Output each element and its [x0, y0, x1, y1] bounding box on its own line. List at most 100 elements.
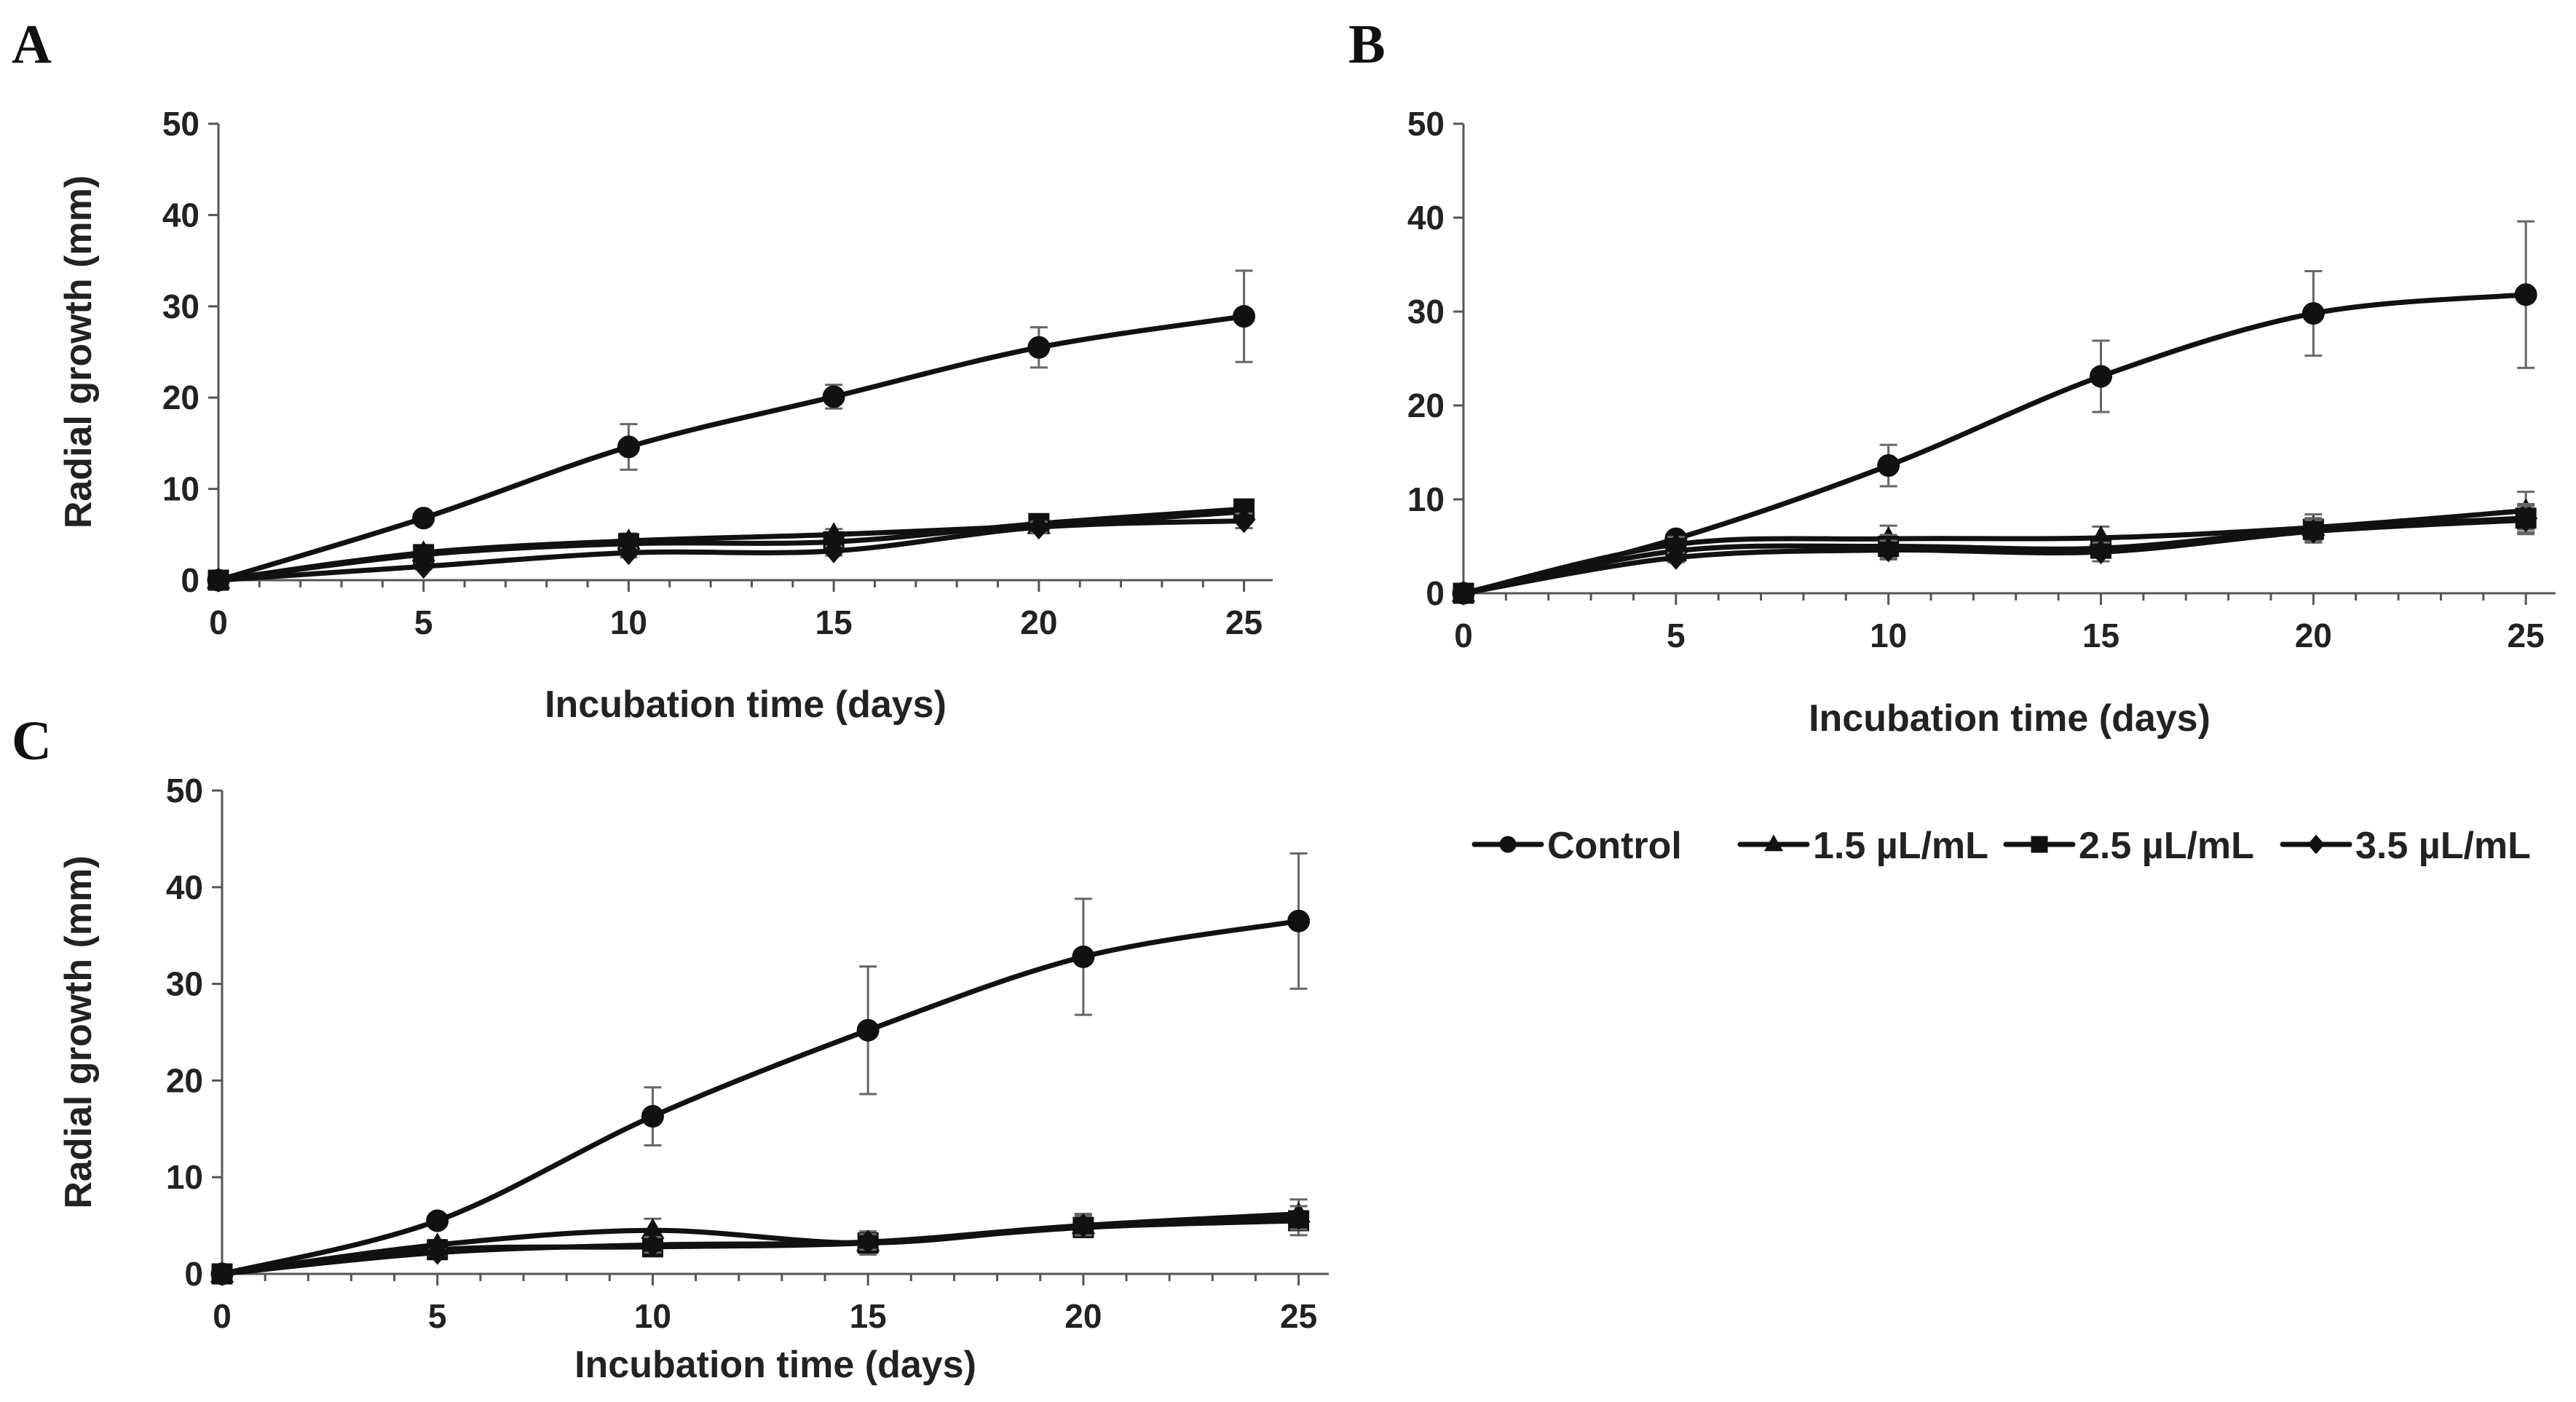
panel-c-y-tick-label: 30	[166, 965, 203, 1003]
panel-b-point-3-5-l-ml	[2302, 518, 2324, 544]
legend-label-3-5-l-ml: 3.5 µL/mL	[2355, 825, 2531, 867]
panel-a-y-tick-label: 20	[162, 379, 199, 416]
legend-marker-2-5-l-ml	[2031, 836, 2048, 853]
panel-a-point-3-5-l-ml	[823, 539, 845, 563]
panel-b-point-3-5-l-ml	[1877, 537, 1900, 563]
panel-a-y-tick-label: 0	[181, 561, 199, 599]
panel-a-y-tick-label: 10	[162, 470, 199, 508]
panel-a-y-axis-title: Radial growth (mm)	[58, 175, 100, 528]
panel-c-y-tick-label: 10	[166, 1158, 203, 1196]
panel-b: B 0 10 20 30 40 50 0 5 10 15 20 25 Incubation time (d…	[1348, 14, 2556, 740]
panel-b-point-control	[2514, 283, 2537, 306]
panel-c-point-control	[426, 1209, 449, 1232]
panel-a-series-3-5-l-ml	[208, 508, 1255, 593]
panel-a-point-control	[1233, 305, 1256, 328]
panel-c-x-tick-label: 10	[634, 1297, 671, 1335]
panel-b-point-control	[1877, 454, 1900, 478]
panel-c-y-axis-title: Radial growth (mm)	[58, 855, 100, 1208]
panel-b-y-tick-label: 10	[1407, 480, 1445, 518]
panel-b-x-tick-label: 10	[1870, 617, 1907, 654]
panel-c-point-3-5-l-ml	[1287, 1205, 1310, 1230]
legend-label-control: Control	[1547, 825, 1682, 867]
panel-c-y-tick-label: 50	[166, 772, 203, 809]
panel-b-y-tick-label: 30	[1407, 293, 1445, 330]
legend-item-3-5-l-ml: 3.5 µL/mL	[2280, 825, 2531, 867]
legend: Control 1.5 µL/mL 2.5 µL/mL 3.5 µL/mL	[1471, 825, 2531, 867]
panel-c-point-control	[641, 1105, 664, 1128]
panel-a-x-tick-label: 10	[610, 603, 647, 641]
panel-b-y-tick-label: 0	[1426, 574, 1445, 612]
panel-b-point-3-5-l-ml	[2515, 507, 2537, 533]
panel-a-point-control	[412, 507, 435, 530]
panel-a-x-tick-label: 20	[1020, 603, 1057, 641]
panel-a-y-tick-label: 30	[162, 288, 199, 325]
panel-a-series-2-5-l-ml	[208, 498, 1255, 591]
panel-a-x-tick-label: 0	[209, 603, 228, 641]
panel-c-point-control	[1072, 945, 1095, 968]
panel-c-line-control	[219, 918, 1302, 1277]
panel-a-point-3-5-l-ml	[1028, 515, 1050, 540]
panel-a-line-control	[216, 314, 1247, 583]
panel-c-line-3-5-l-ml	[219, 1215, 1302, 1277]
panel-c-x-axis-title: Incubation time (days)	[574, 1344, 976, 1386]
panel-c-x-tick-label: 15	[850, 1297, 887, 1335]
panel-c-point-control	[1287, 909, 1311, 932]
panel-a-letter: A	[12, 14, 52, 75]
panel-b-x-tick-label: 20	[2295, 617, 2332, 654]
panel-a-point-control	[1027, 336, 1051, 359]
panel-c-letter: C	[12, 710, 52, 772]
panel-b-y-tick-label: 50	[1407, 105, 1445, 143]
panel-c-line-2-5-l-ml	[219, 1218, 1302, 1277]
panel-a-point-3-5-l-ml	[1233, 508, 1255, 534]
legend-label-2-5-l-ml: 2.5 µL/mL	[2079, 825, 2254, 867]
panel-c-point-3-5-l-ml	[857, 1229, 879, 1255]
panel-b-series-3-5-l-ml	[1453, 504, 2537, 606]
panel-a-line-3-5-l-ml	[216, 518, 1247, 583]
panel-c-y-tick-label: 40	[166, 868, 203, 906]
panel-c-x-tick-label: 25	[1280, 1297, 1317, 1335]
panel-b-y-tick-label: 20	[1407, 387, 1445, 424]
panel-b-x-tick-label: 15	[2082, 617, 2119, 654]
panel-c: C 0 10 20 30 40 50 0 5 10 15 20 25 Incubation time (d…	[12, 710, 1329, 1386]
panel-b-point-3-5-l-ml	[2090, 539, 2112, 565]
panel-b-x-tick-label: 0	[1454, 617, 1473, 654]
panel-a-x-axis-title: Incubation time (days)	[545, 684, 947, 726]
panel-a-point-3-5-l-ml	[413, 554, 435, 579]
panel-a-x-tick-label: 5	[414, 603, 433, 641]
legend-item-control: Control	[1471, 825, 1682, 867]
panel-c-y-tick-label: 0	[184, 1255, 203, 1293]
panel-c-point-3-5-l-ml	[1072, 1213, 1094, 1238]
legend-marker-1-5-l-ml	[1764, 834, 1783, 852]
legend-label-1-5-l-ml: 1.5 µL/mL	[1813, 825, 1988, 867]
panel-b-y-tick-label: 40	[1407, 199, 1445, 237]
panel-b-x-tick-label: 5	[1667, 617, 1686, 654]
panel-b-point-control	[2089, 365, 2112, 388]
panel-a-line-2-5-l-ml	[216, 506, 1247, 583]
panel-a-point-3-5-l-ml	[208, 568, 229, 593]
panel-b-point-3-5-l-ml	[1665, 545, 1687, 570]
panel-b-point-control	[2302, 302, 2325, 325]
panel-a-point-control	[822, 385, 845, 408]
panel-a-point-control	[617, 435, 640, 459]
panel-a-x-tick-label: 25	[1225, 603, 1263, 641]
panel-b-x-tick-label: 25	[2508, 617, 2545, 654]
panel-b-letter: B	[1348, 14, 1386, 75]
panel-a-point-3-5-l-ml	[617, 540, 640, 566]
panel-c-point-3-5-l-ml	[211, 1262, 233, 1286]
panel-a-y-tick-label: 50	[162, 105, 199, 143]
panel-c-x-tick-label: 20	[1064, 1297, 1102, 1335]
panel-c-x-tick-label: 5	[428, 1297, 447, 1335]
panel-c-point-3-5-l-ml	[427, 1240, 449, 1265]
panel-c-series-3-5-l-ml	[211, 1205, 1310, 1286]
panel-c-point-3-5-l-ml	[641, 1232, 664, 1258]
panel-a: A 0 10 20 30 40 50 0 5 10 15 20 25 Incubation time (d…	[12, 14, 1273, 726]
legend-item-2-5-l-ml: 2.5 µL/mL	[2003, 825, 2254, 867]
panel-b-point-3-5-l-ml	[1453, 581, 1474, 606]
panel-b-x-axis-title: Incubation time (days)	[1809, 697, 2210, 740]
panel-a-x-tick-label: 15	[815, 603, 853, 641]
panel-c-y-tick-label: 20	[166, 1061, 203, 1099]
legend-item-1-5-l-ml: 1.5 µL/mL	[1737, 825, 1988, 867]
legend-marker-3-5-l-ml	[2307, 834, 2325, 855]
panel-c-point-control	[856, 1018, 880, 1042]
